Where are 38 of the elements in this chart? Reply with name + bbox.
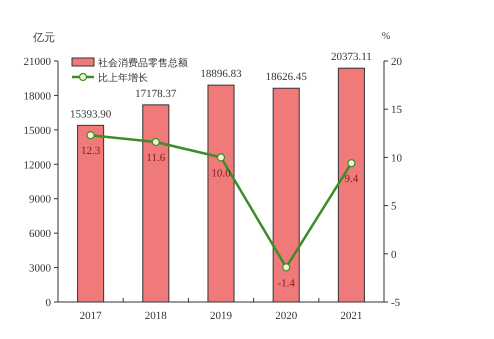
point — [216, 153, 226, 162]
x-tick-label: 2021 — [340, 310, 362, 322]
data-label: 15393.90 — [70, 108, 112, 120]
y2-tick-label: 10 — [391, 152, 402, 164]
y2-tick-label: 0 — [391, 248, 397, 261]
y-tick-label: 6000 — [29, 228, 52, 240]
y-tick-label: 0 — [46, 297, 52, 309]
data-label: 10.0 — [211, 167, 232, 180]
point — [347, 159, 356, 168]
x-tick-label: 2018 — [144, 310, 168, 322]
y-tick-label: 3000 — [29, 262, 52, 275]
legend-label: 比上年增长 — [98, 72, 148, 84]
point — [282, 263, 290, 272]
y-tick-label: 21000 — [24, 56, 52, 68]
x-tick-label: 2019 — [210, 310, 232, 322]
legend-label: 社会消费品零售总额 — [98, 57, 188, 69]
data-label: 11.6 — [146, 152, 166, 164]
y2-tick-label: 20 — [391, 56, 402, 68]
y2-tick-label: 5 — [391, 200, 397, 213]
x-tick-label: 2017 — [80, 310, 102, 322]
data-label: 12.3 — [80, 145, 101, 158]
data-label: -1.4 — [277, 277, 296, 290]
y-tick-label: 9000 — [29, 194, 52, 206]
data-label: 18626.45 — [266, 71, 308, 84]
point — [86, 131, 95, 140]
y-tick-label: 18000 — [24, 90, 52, 102]
y-tick-label: 12000 — [24, 159, 52, 172]
data-label: 9.4 — [344, 173, 359, 186]
x-tick-label: 2020 — [275, 310, 298, 322]
data-label: 18896.83 — [200, 68, 242, 80]
y-tick-label: 15000 — [24, 124, 52, 137]
y-axis-title: 亿元 — [32, 32, 55, 44]
y2-tick-label: -5 — [391, 297, 401, 309]
y2-tick-label: 15 — [391, 104, 402, 116]
point — [152, 138, 160, 146]
data-label: 20373.11 — [330, 51, 372, 64]
y2-axis-title: % — [382, 31, 390, 42]
data-label: 17178.37 — [135, 88, 177, 100]
